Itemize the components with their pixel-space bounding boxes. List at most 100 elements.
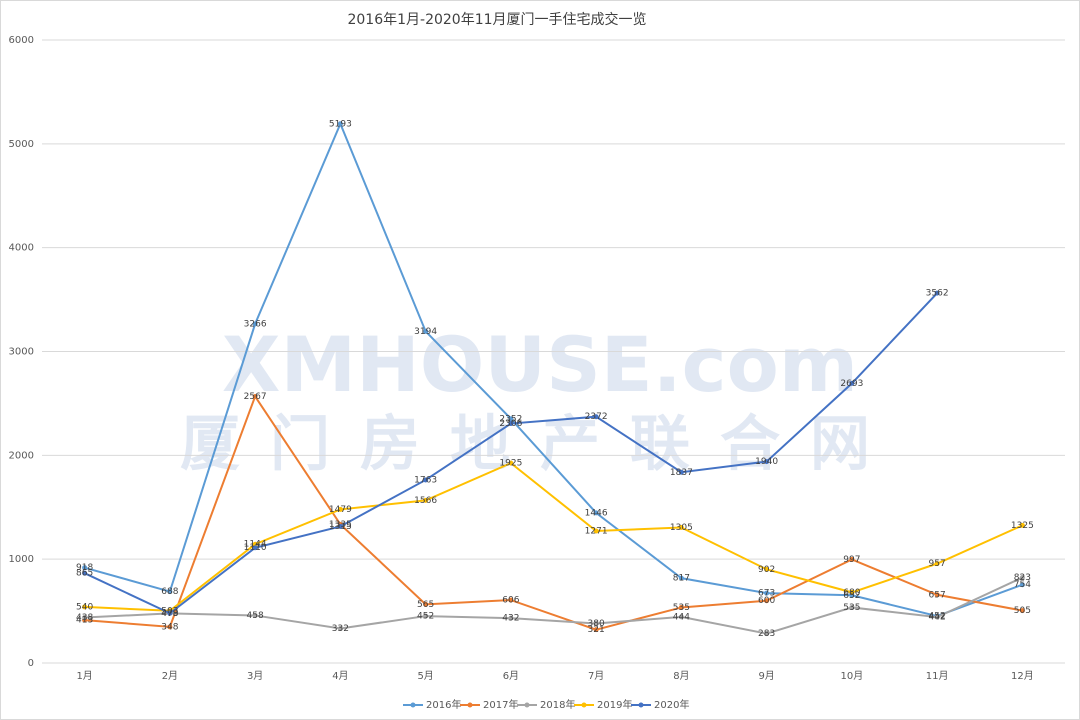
data-label: 535: [843, 603, 860, 613]
data-label: 1305: [670, 523, 693, 533]
data-point: [82, 570, 88, 576]
legend-marker: [638, 702, 644, 708]
data-label: 817: [673, 574, 690, 584]
legend-label: 2019年: [597, 698, 632, 711]
data-label: 1315: [329, 522, 352, 532]
data-point: [337, 523, 343, 529]
data-label: 1566: [414, 496, 437, 506]
data-point: [593, 414, 599, 420]
data-point: [423, 328, 429, 334]
data-point: [764, 566, 770, 572]
data-point: [764, 631, 770, 637]
data-label: 479: [161, 609, 178, 619]
x-tick-label: 7月: [588, 670, 604, 682]
data-label: 2306: [499, 419, 522, 429]
data-label: 1925: [499, 459, 522, 469]
data-point: [764, 598, 770, 604]
data-label: 565: [417, 600, 434, 610]
data-point: [167, 624, 173, 630]
data-point: [934, 592, 940, 598]
chart-title: 2016年1月-2020年11月厦门一手住宅成交一览: [347, 11, 646, 28]
data-point: [508, 460, 514, 466]
data-point: [252, 545, 258, 551]
data-label: 1763: [414, 475, 437, 485]
data-label: 332: [332, 624, 349, 634]
data-label: 283: [758, 629, 775, 639]
legend-marker: [467, 702, 473, 708]
legend-marker: [524, 702, 530, 708]
y-tick-label: 3000: [9, 347, 34, 358]
data-label: 478: [161, 609, 178, 619]
data-point: [934, 290, 940, 296]
data-label: 902: [758, 565, 775, 575]
data-label: 444: [673, 612, 690, 622]
data-label: 1446: [585, 508, 608, 518]
x-tick-label: 10月: [841, 670, 864, 682]
y-tick-label: 2000: [9, 450, 34, 461]
y-tick-label: 4000: [9, 243, 34, 254]
data-point: [508, 421, 514, 427]
data-label: 1940: [755, 457, 778, 467]
x-tick-label: 12月: [1011, 670, 1034, 682]
data-point: [764, 590, 770, 596]
data-label: 3194: [414, 327, 437, 337]
y-tick-label: 5000: [9, 139, 34, 150]
data-label: 442: [929, 613, 946, 623]
data-point: [1019, 575, 1025, 581]
data-label: 600: [758, 596, 775, 606]
data-point: [337, 121, 343, 127]
data-point: [1019, 608, 1025, 614]
data-point: [1019, 582, 1025, 588]
data-label: 2352: [499, 414, 522, 424]
data-point: [423, 613, 429, 619]
data-label: 452: [417, 612, 434, 622]
x-tick-label: 5月: [417, 670, 433, 682]
data-point: [423, 601, 429, 607]
data-label: 918: [76, 563, 93, 573]
data-point: [337, 506, 343, 512]
data-label: 540: [76, 602, 93, 612]
data-label: 503: [161, 606, 178, 616]
data-label: 3562: [926, 289, 949, 299]
legend-label: 2018年: [540, 698, 575, 711]
data-label: 652: [843, 591, 860, 601]
data-label: 5193: [329, 119, 352, 129]
data-label: 413: [76, 616, 93, 626]
data-point: [82, 565, 88, 571]
data-point: [167, 610, 173, 616]
x-tick-label: 1月: [76, 670, 92, 682]
data-label: 432: [502, 614, 519, 624]
data-point: [678, 604, 684, 610]
data-point: [678, 469, 684, 475]
data-label: 321: [588, 625, 605, 635]
data-point: [934, 614, 940, 620]
data-label: 1325: [1011, 521, 1034, 531]
data-label: 1479: [329, 505, 352, 515]
data-label: 680: [843, 588, 860, 598]
data-label: 657: [929, 590, 946, 600]
data-label: 380: [588, 619, 605, 629]
x-tick-label: 8月: [673, 670, 689, 682]
data-label: 1144: [244, 540, 267, 550]
y-tick-label: 6000: [9, 35, 34, 46]
data-label: 2567: [244, 392, 267, 402]
x-tick-label: 4月: [332, 670, 348, 682]
data-point: [508, 597, 514, 603]
legend-label: 2017年: [483, 698, 518, 711]
data-point: [593, 528, 599, 534]
data-point: [82, 604, 88, 610]
data-point: [1019, 522, 1025, 528]
data-point: [252, 393, 258, 399]
data-label: 997: [843, 555, 860, 565]
data-label: 673: [758, 589, 775, 599]
legend-marker: [581, 702, 587, 708]
legend-label: 2020年: [654, 698, 689, 711]
series-line: [84, 576, 1023, 635]
data-point: [508, 416, 514, 422]
data-label: 1837: [670, 468, 693, 478]
data-point: [849, 380, 855, 386]
data-label: 688: [161, 587, 178, 597]
data-label: 1335: [329, 520, 352, 530]
x-tick-label: 9月: [758, 670, 774, 682]
